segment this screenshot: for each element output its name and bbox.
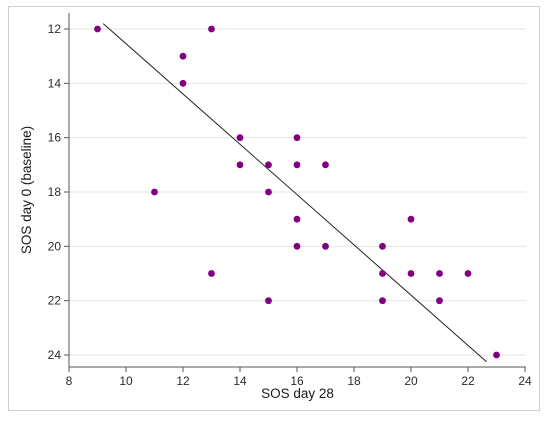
- x-tick-label-16: 16: [290, 374, 304, 388]
- data-point-10: [322, 161, 329, 169]
- data-point-8: [265, 161, 272, 169]
- data-point-26: [493, 351, 500, 359]
- data-point-19: [379, 270, 386, 277]
- x-tick-label-12: 12: [176, 374, 190, 388]
- data-point-2: [208, 25, 215, 33]
- data-point-14: [407, 215, 415, 223]
- scatter-plot: 12 14 16 18 20 22 24 8 10 12 14 16 18 20 22 24 SOS day …: [19, 13, 532, 401]
- data-point-9: [293, 161, 301, 169]
- y-tick-label-20: 20: [48, 239, 62, 253]
- y-tick-label-14: 14: [48, 76, 62, 90]
- data-point-21: [436, 270, 443, 277]
- x-tick-label-24: 24: [518, 374, 532, 388]
- data-point-24: [379, 297, 386, 305]
- y-tick-label-16: 16: [48, 131, 62, 145]
- tick-labels: 12 14 16 18 20 22 24 8 10 12 14 16 18 20 22 24: [48, 22, 532, 388]
- y-tick-label-24: 24: [48, 348, 62, 362]
- x-tick-label-20: 20: [404, 374, 418, 388]
- x-tick-label-22: 22: [461, 374, 475, 388]
- data-point-1: [94, 25, 101, 33]
- data-point-11: [151, 188, 158, 196]
- data-point-3: [179, 52, 187, 60]
- data-point-17: [379, 242, 386, 250]
- data-point-7: [236, 161, 244, 169]
- data-point-18: [208, 270, 215, 277]
- data-point-13: [293, 215, 301, 223]
- data-point-6: [293, 134, 301, 142]
- data-point-12: [265, 188, 272, 196]
- y-tick-label-12: 12: [48, 22, 62, 36]
- regression-line-group: [102, 23, 487, 363]
- data-point-20: [407, 270, 415, 277]
- axes: [64, 13, 526, 372]
- x-axis-title: SOS day 28: [261, 386, 334, 401]
- data-point-15: [293, 242, 301, 250]
- data-point-25: [436, 297, 443, 305]
- regression-line: [102, 23, 487, 363]
- y-tick-label-22: 22: [48, 294, 62, 308]
- x-tick-label-10: 10: [119, 374, 133, 388]
- data-point-22: [464, 270, 472, 277]
- data-points: [94, 25, 500, 359]
- data-point-23: [265, 297, 272, 305]
- y-tick-label-18: 18: [48, 185, 62, 199]
- data-point-16: [322, 242, 329, 250]
- chart-figure: 12 14 16 18 20 22 24 8 10 12 14 16 18 20 22 24 SOS day …: [8, 6, 540, 411]
- x-tick-label-14: 14: [233, 374, 247, 388]
- x-tick-label-8: 8: [66, 374, 73, 388]
- data-point-4: [179, 79, 187, 87]
- grid-lines: [69, 28, 526, 356]
- data-point-5: [236, 134, 244, 142]
- y-axis-title: SOS day 0 (baseline): [19, 126, 34, 254]
- x-tick-label-18: 18: [347, 374, 361, 388]
